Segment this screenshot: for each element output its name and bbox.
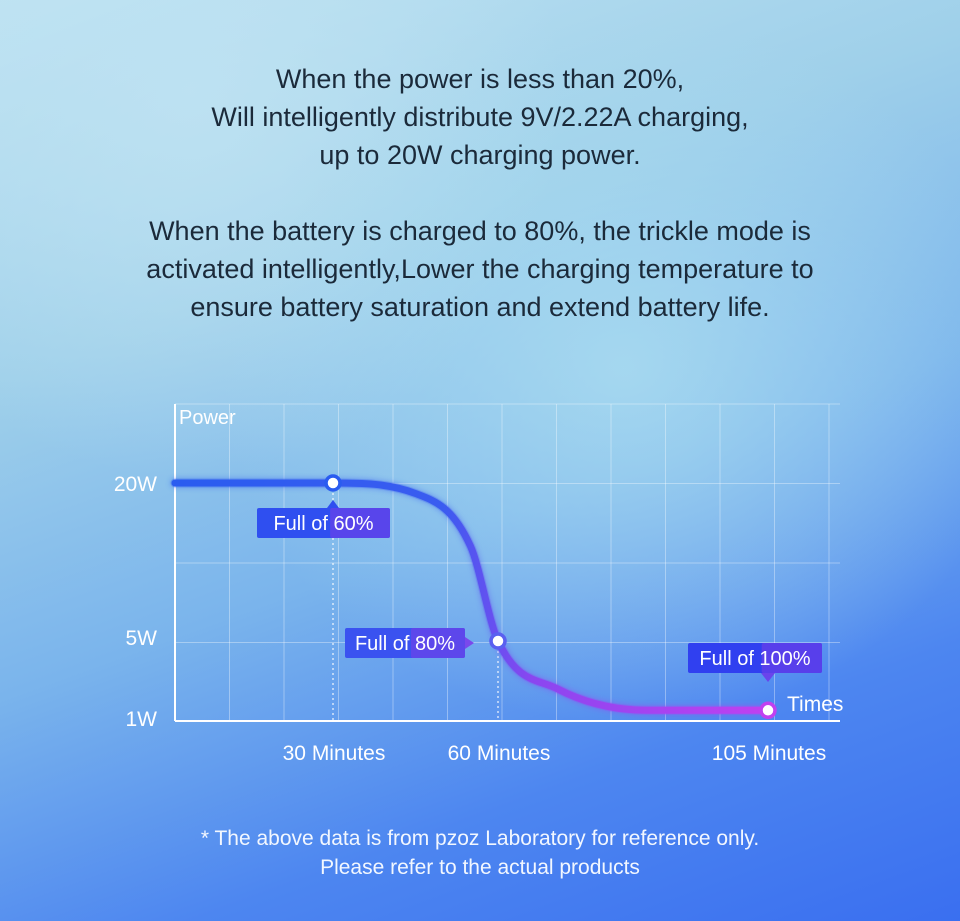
chart-labels: Power Times 20W 5W 1W 30 Minutes 60 Minutes 105… xyxy=(114,407,844,765)
callout-label: Full of 80% xyxy=(355,633,455,655)
data-point-marker xyxy=(324,474,342,492)
callout-tag: Full of 80% xyxy=(345,628,474,658)
y-tick-label: 1W xyxy=(126,708,158,731)
callout-accent xyxy=(761,643,822,673)
y-tick-label: 20W xyxy=(114,473,157,496)
x-tick-label: 60 Minutes xyxy=(448,742,551,765)
headline-line: up to 20W charging power. xyxy=(319,140,641,170)
headline-line: When the battery is charged to 80%, the … xyxy=(149,216,811,246)
chart-grid xyxy=(174,403,840,721)
data-point-marker xyxy=(759,701,777,720)
chart-axes xyxy=(174,404,840,722)
headline-trickle: When the battery is charged to 80%, the … xyxy=(0,212,960,326)
headline-power: When the power is less than 20%, Will in… xyxy=(0,60,960,174)
callout-tag: Full of 60% xyxy=(257,500,390,538)
callout-pointer xyxy=(465,637,474,649)
callout-accent xyxy=(411,628,465,658)
callout-label: Full of 100% xyxy=(699,648,810,670)
footnote: * The above data is from pzoz Laboratory… xyxy=(0,824,960,882)
chart-series xyxy=(170,474,777,720)
callout-tag: Full of 100% xyxy=(688,643,822,682)
headline-line: Will intelligently distribute 9V/2.22A c… xyxy=(211,102,749,132)
footnote-line: Please refer to the actual products xyxy=(320,856,640,879)
callout-pointer xyxy=(327,500,339,508)
y-tick-label: 5W xyxy=(126,627,158,650)
data-point-marker xyxy=(489,632,507,650)
callout-accent xyxy=(330,508,390,538)
x-axis-label: Times xyxy=(787,693,843,716)
callout-label: Full of 60% xyxy=(273,513,373,535)
headline-line: ensure battery saturation and extend bat… xyxy=(190,292,770,322)
y-axis-label: Power xyxy=(179,407,236,429)
x-tick-label: 105 Minutes xyxy=(712,742,826,765)
x-tick-label: 30 Minutes xyxy=(283,742,386,765)
footnote-line: * The above data is from pzoz Laboratory… xyxy=(200,827,760,850)
headline-line: When the power is less than 20%, xyxy=(275,64,685,94)
callout-pointer xyxy=(761,673,775,682)
headline-line: activated intelligently,Lower the chargi… xyxy=(146,254,814,284)
